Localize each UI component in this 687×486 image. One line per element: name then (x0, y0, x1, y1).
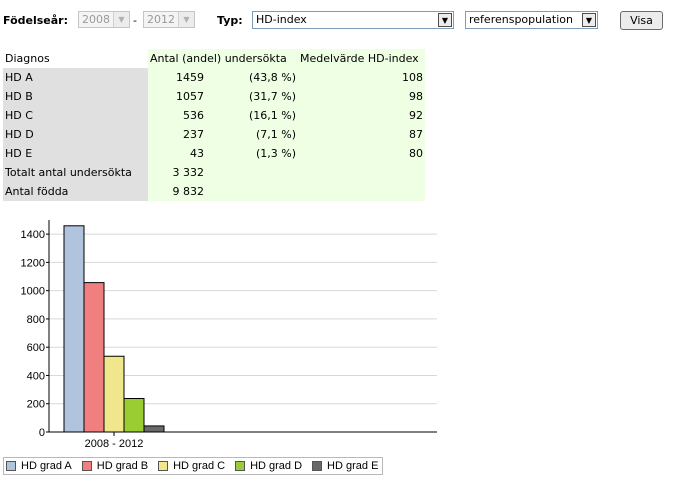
table-row: HD C 536 (16,1 %) 92 (3, 106, 425, 125)
legend-swatch (81, 461, 92, 471)
row-index (298, 163, 425, 182)
table-row: HD D 237 (7,1 %) 87 (3, 125, 425, 144)
row-count: 1057 (148, 87, 206, 106)
header-count-share: Antal (andel) undersökta (148, 49, 298, 68)
header-mean-index: Medelvärde HD-index (298, 49, 425, 68)
legend-swatch (6, 461, 16, 471)
legend-item: HD grad E (312, 460, 378, 472)
legend-label: HD grad C (173, 460, 226, 472)
year-from-value: 2008 (82, 13, 110, 26)
row-share: (31,7 %) (206, 87, 298, 106)
type-select[interactable]: HD-index ▼ (252, 11, 454, 29)
year-range-dash: - (133, 14, 137, 27)
legend-label: HD grad B (96, 460, 149, 472)
year-from-select[interactable]: 2008 ▼ (78, 11, 130, 28)
table-header-row: Diagnos Antal (andel) undersökta Medelvä… (3, 49, 425, 68)
legend-swatch (312, 461, 323, 471)
y-tick-label: 800 (27, 314, 45, 326)
row-index: 87 (298, 125, 425, 144)
bar-hd-grad-c (103, 355, 125, 433)
row-share: (7,1 %) (206, 125, 298, 144)
row-count: 1459 (148, 68, 206, 87)
row-label: Totalt antal undersökta (3, 163, 148, 182)
type-select-value: HD-index (256, 13, 307, 26)
bar-chart: 0 200 400 600 800 1000 1200 1400 2008 - 2012 (21, 220, 437, 450)
population-select[interactable]: referenspopulation ▼ (465, 11, 598, 29)
legend-swatch (235, 461, 246, 471)
row-index: 92 (298, 106, 425, 125)
legend-item: HD grad A (6, 460, 72, 472)
chevron-down-icon: ▼ (113, 12, 129, 27)
legend-label: HD grad A (21, 460, 72, 472)
row-label: HD C (3, 106, 148, 125)
row-count: 237 (148, 125, 206, 144)
row-index: 80 (298, 144, 425, 163)
x-category-label: 2008 - 2012 (85, 438, 144, 450)
y-tick-label: 1000 (21, 286, 45, 298)
bar-hd-grad-d (123, 398, 145, 433)
row-count: 9 832 (148, 182, 206, 201)
chevron-down-icon: ▼ (438, 13, 452, 27)
population-select-value: referenspopulation (469, 13, 573, 26)
row-share (206, 182, 298, 201)
bar-hd-grad-e (143, 425, 165, 433)
y-tick-label: 1200 (21, 257, 45, 269)
year-to-select[interactable]: 2012 ▼ (143, 11, 195, 28)
y-tick-label: 200 (27, 399, 45, 411)
type-label: Typ: (217, 14, 243, 27)
row-label: HD D (3, 125, 148, 144)
row-count: 3 332 (148, 163, 206, 182)
birth-year-label: Födelseår: (3, 14, 68, 27)
legend-item: HD grad C (158, 460, 225, 472)
legend-label: HD grad D (250, 460, 303, 472)
legend-item: HD grad D (235, 460, 302, 472)
row-share: (16,1 %) (206, 106, 298, 125)
row-share: (1,3 %) (206, 144, 298, 163)
y-tick-label: 0 (39, 427, 45, 439)
y-tick-label: 400 (27, 370, 45, 382)
table-row: Antal födda 9 832 (3, 182, 425, 201)
year-to-value: 2012 (147, 13, 175, 26)
row-index: 98 (298, 87, 425, 106)
row-index (298, 182, 425, 201)
row-label: HD A (3, 68, 148, 87)
legend-swatch (158, 461, 169, 471)
row-count: 43 (148, 144, 206, 163)
row-label: HD E (3, 144, 148, 163)
header-diagnosis: Diagnos (3, 49, 148, 68)
bar-hd-grad-a (63, 225, 85, 433)
row-count: 536 (148, 106, 206, 125)
bar-hd-grad-b (83, 282, 105, 433)
row-label: HD B (3, 87, 148, 106)
legend-label: HD grad E (327, 460, 379, 472)
chevron-down-icon: ▼ (582, 13, 596, 27)
table-row: HD B 1057 (31,7 %) 98 (3, 87, 425, 106)
table-row: Totalt antal undersökta 3 332 (3, 163, 425, 182)
y-tick-label: 600 (27, 342, 45, 354)
table-row: HD E 43 (1,3 %) 80 (3, 144, 425, 163)
show-button[interactable]: Visa (620, 11, 663, 30)
legend-item: HD grad B (81, 460, 149, 472)
chart-legend: HD grad A HD grad B HD grad C HD grad D HD g… (3, 457, 384, 475)
row-share: (43,8 %) (206, 68, 298, 87)
row-label: Antal födda (3, 182, 148, 201)
stats-table: Diagnos Antal (andel) undersökta Medelvä… (3, 49, 425, 201)
y-tick-label: 1400 (21, 229, 45, 241)
table-row: HD A 1459 (43,8 %) 108 (3, 68, 425, 87)
chevron-down-icon: ▼ (178, 12, 194, 27)
row-share (206, 163, 298, 182)
row-index: 108 (298, 68, 425, 87)
